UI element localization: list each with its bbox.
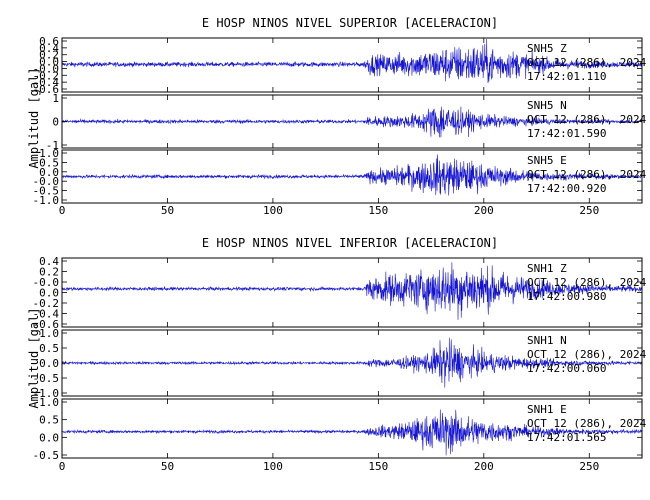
y-tick-label: 0.2 xyxy=(39,266,59,279)
y-tick-label: -0.0 xyxy=(33,276,60,289)
y-tick-label: 1 xyxy=(52,92,59,105)
station-date: OCT 12 (286), 2024 xyxy=(527,56,647,69)
y-tick-label: -0.5 xyxy=(33,372,60,385)
waveform-trace xyxy=(61,106,643,138)
x-tick-label: 200 xyxy=(474,460,494,473)
y-tick-label: 0.0 xyxy=(39,56,59,69)
station-info: SNH5 Z OCT 12 (286), 2024 17:42:01.110 xyxy=(527,42,647,83)
y-tick-label: -0.6 xyxy=(33,83,60,96)
x-tick-label: 200 xyxy=(474,204,494,217)
y-tick-label: 0.0 xyxy=(39,166,59,179)
y-tick-label: 0.2 xyxy=(39,49,59,62)
station-info: SNH5 E OCT 12 (286), 2024 17:42:00.920 xyxy=(527,154,647,195)
y-tick-label: 0.6 xyxy=(39,35,59,48)
station-time: 17:42:01.110 xyxy=(527,70,606,83)
y-tick-label: -0.0 xyxy=(33,175,60,188)
station-time: 17:42:00.060 xyxy=(527,362,606,375)
y-tick-label: -0.4 xyxy=(33,308,60,321)
y-tick-label: 0.4 xyxy=(39,255,59,268)
y-tick-label: 0.0 xyxy=(39,431,59,444)
channel-frame xyxy=(61,37,643,93)
station-time: 17:42:01.565 xyxy=(527,431,606,444)
lower-panel-title: E HOSP NINOS NIVEL INFERIOR [ACELERACION… xyxy=(202,236,498,250)
station-component: SNH1 N xyxy=(527,334,567,347)
station-time: 17:42:00.980 xyxy=(527,290,606,303)
station-component: SNH5 Z xyxy=(527,42,567,55)
y-tick-label: 0 xyxy=(52,116,59,129)
y-tick-label: 0.5 xyxy=(39,156,59,169)
y-tick-label: 0.4 xyxy=(39,42,59,55)
x-tick-label: 100 xyxy=(263,204,283,217)
station-time: 17:42:00.920 xyxy=(527,182,606,195)
y-tick-label: -0.5 xyxy=(33,185,60,198)
x-tick-label: 250 xyxy=(579,460,599,473)
y-tick-label: -0.0 xyxy=(33,62,60,75)
waveform-trace xyxy=(62,409,643,456)
y-tick-label: -0.6 xyxy=(33,318,60,331)
x-tick-label: 0 xyxy=(59,204,66,217)
x-tick-label: 150 xyxy=(368,204,388,217)
channel-snh1-n: 1.0 0.5 0.0 -0.5 -1.0 SNH1 N OCT 12 (286), 202… xyxy=(33,327,647,400)
channel-snh5-e: 1.00.50.0-0.0-0.5-1.0 SNH5 E OCT 12 (286),… xyxy=(33,147,647,207)
y-tick-label: 1.0 xyxy=(39,396,59,409)
channel-frame xyxy=(61,398,643,459)
x-tick-label: 50 xyxy=(161,460,174,473)
waveform-trace xyxy=(61,337,643,388)
station-date: OCT 12 (286), 2024 xyxy=(527,276,647,289)
station-info: SNH1 N OCT 12 (286), 2024 17:42:00.060 xyxy=(527,334,647,375)
y-tick-label: 1.0 xyxy=(39,147,59,160)
y-tick-label: -1.0 xyxy=(33,387,60,400)
upper-panel-title: E HOSP NINOS NIVEL SUPERIOR [ACELERACION… xyxy=(202,16,498,30)
waveform-trace xyxy=(61,38,643,83)
channel-snh5-z: 0.60.40.20.0-0.0-0.2-0.4-0.6 SNH5 Z OCT 12… xyxy=(33,35,647,96)
channel-snh5-n: 1 0 -1 SNH5 N OCT 12 (286), 2024 17:42:01.590 xyxy=(46,92,647,152)
station-component: SNH1 E xyxy=(527,403,567,416)
y-tick-label: -1.0 xyxy=(33,194,60,207)
station-info: SNH5 N OCT 12 (286), 2024 17:42:01.590 xyxy=(527,99,647,140)
station-date: OCT 12 (286), 2024 xyxy=(527,113,647,126)
station-info: SNH1 E OCT 12 (286), 2024 17:42:01.565 xyxy=(527,403,647,444)
station-component: SNH5 N xyxy=(527,99,567,112)
station-info: SNH1 Z OCT 12 (286), 2024 17:42:00.980 xyxy=(527,262,647,303)
y-tick-label: -1 xyxy=(46,139,59,152)
x-tick-label: 150 xyxy=(368,460,388,473)
x-tick-label: 50 xyxy=(161,204,174,217)
station-time: 17:42:01.590 xyxy=(527,127,606,140)
waveform-trace xyxy=(61,262,643,320)
x-tick-label: 0 xyxy=(59,460,66,473)
station-date: OCT 12 (286), 2024 xyxy=(527,348,647,361)
upper-y-axis-label: Amplitud [gal] xyxy=(27,67,41,168)
lower-y-axis-label: Amplitud [gal] xyxy=(27,307,41,408)
x-tick-label: 250 xyxy=(579,204,599,217)
channel-snh1-z: 0.40.2-0.00.0-0.2-0.4-0.6 SNH1 Z OCT 12 (2… xyxy=(33,255,647,331)
y-tick-label: -0.4 xyxy=(33,76,60,89)
y-tick-label: 1.0 xyxy=(39,327,59,340)
y-tick-label: -0.2 xyxy=(33,69,60,82)
station-date: OCT 12 (286), 2024 xyxy=(527,417,647,430)
y-tick-label: 0.0 xyxy=(39,287,59,300)
y-tick-label: 0.5 xyxy=(39,414,59,427)
channel-frame xyxy=(61,149,643,204)
station-component: SNH5 E xyxy=(527,154,567,167)
station-date: OCT 12 (286), 2024 xyxy=(527,168,647,181)
y-tick-label: 0.0 xyxy=(39,357,59,370)
y-tick-label: -0.2 xyxy=(33,297,60,310)
x-tick-label: 100 xyxy=(263,460,283,473)
waveform-trace xyxy=(61,154,643,196)
station-component: SNH1 Z xyxy=(527,262,567,275)
y-tick-label: 0.5 xyxy=(39,342,59,355)
channel-snh1-e: 1.0 0.5 0.0 -0.5 SNH1 E OCT 12 (286), 2024 17:… xyxy=(33,396,647,462)
y-tick-label: -0.5 xyxy=(33,449,60,462)
